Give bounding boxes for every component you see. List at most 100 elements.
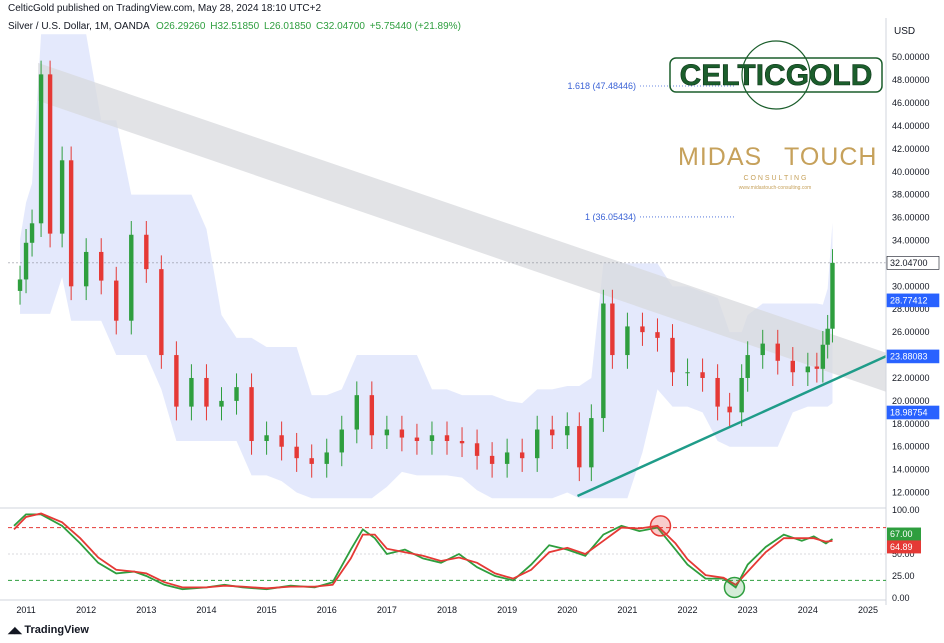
candle-body	[474, 443, 480, 456]
time-tick-label: 2015	[257, 605, 277, 615]
midas-logo-a: MIDAS	[678, 143, 762, 171]
osc-value-marker	[887, 540, 921, 554]
candle-body	[384, 429, 390, 436]
price-marker	[886, 405, 940, 420]
candle-body	[174, 355, 179, 407]
price-tick-label: 48.00000	[892, 75, 930, 85]
candle-body	[601, 303, 606, 419]
candle-body	[189, 377, 194, 407]
tradingview-footer[interactable]: ◢◣ TradingView	[8, 624, 89, 636]
price-tick-label: 20.00000	[892, 396, 930, 406]
candle-body	[309, 458, 314, 464]
candle-body	[820, 344, 826, 369]
candle-body	[429, 435, 435, 441]
price-marker-label: 28.77412	[890, 295, 928, 305]
ohlc-change: +5.75440 (+21.89%)	[369, 21, 461, 32]
candle-body	[23, 242, 29, 280]
fib-label: 1 (36.05434)	[585, 212, 636, 222]
candle-body	[775, 343, 780, 361]
candle-body	[814, 366, 820, 369]
price-tick-label: 26.00000	[892, 327, 930, 337]
candle-body	[99, 251, 104, 281]
candle-body	[17, 279, 23, 291]
time-tick-label: 2019	[497, 605, 517, 615]
time-tick-label: 2024	[798, 605, 818, 615]
time-tick-label: 2018	[437, 605, 457, 615]
candle-body	[144, 234, 149, 270]
ohlc-open: O26.29260	[155, 21, 206, 32]
price-tick-label: 36.00000	[892, 213, 930, 223]
osc-tick-label: 0.00	[892, 593, 910, 603]
candle-body	[159, 269, 164, 356]
fib-label: 1.618 (47.48446)	[567, 81, 636, 91]
candle-body	[760, 343, 765, 356]
candle-body	[565, 426, 570, 436]
price-tick-label: 22.00000	[892, 373, 930, 383]
symbol-label: Silver / U.S. Dollar, 1M, OANDA	[8, 21, 150, 32]
candle-body	[234, 387, 239, 401]
candle-body	[625, 326, 630, 356]
price-tick-label: 34.00000	[892, 235, 930, 245]
price-marker	[886, 293, 940, 308]
candle-body	[204, 377, 209, 407]
time-tick-label: 2021	[617, 605, 637, 615]
candle-body	[279, 435, 284, 447]
price-tick-label: 44.00000	[892, 121, 930, 131]
candle-body	[640, 326, 645, 333]
candle-body	[745, 355, 750, 378]
tradingview-logo-icon: ◢◣	[8, 625, 25, 635]
price-tick-label: 30.00000	[892, 281, 930, 291]
candle-body	[249, 387, 254, 441]
candle-body	[519, 452, 525, 459]
price-tick-label: 28.00000	[892, 304, 930, 314]
candle-body	[264, 435, 269, 441]
price-tick-label: 18.00000	[892, 419, 930, 429]
candle-body	[83, 251, 89, 287]
candle-body	[790, 360, 795, 373]
ohlc-high: H32.51850	[210, 21, 260, 32]
osc-tick-label: 25.00	[892, 571, 915, 581]
currency-label: USD	[894, 26, 916, 37]
candle-body	[550, 429, 555, 436]
candle-body	[219, 400, 224, 407]
candle-body	[577, 426, 582, 468]
candle-body	[715, 377, 720, 407]
celticgold-logo: CELTICGOLD	[680, 59, 873, 92]
time-tick-label: 2023	[738, 605, 758, 615]
candle-body	[324, 452, 329, 464]
time-tick-label: 2013	[136, 605, 156, 615]
time-tick-label: 2011	[16, 605, 35, 615]
price-tick-label: 40.00000	[892, 167, 930, 177]
candle-body	[504, 452, 510, 464]
candle-body	[739, 377, 744, 413]
candle-body	[399, 429, 405, 438]
candle-body	[727, 406, 732, 413]
price-tick-label: 38.00000	[892, 190, 930, 200]
candle-body	[655, 332, 660, 338]
time-tick-label: 2016	[317, 605, 337, 615]
oscillator-line	[13, 513, 833, 591]
candle-body	[459, 440, 465, 444]
time-tick-label: 2022	[678, 605, 698, 615]
osc-value-label: 64.89	[890, 542, 913, 552]
osc-tick-label: 100.00	[892, 505, 920, 515]
price-tick-label: 16.00000	[892, 442, 930, 452]
candle-body	[830, 262, 835, 329]
midas-logo-b: TOUCH	[784, 143, 877, 171]
candle-body	[47, 74, 53, 234]
candle-body	[339, 429, 344, 453]
candle-body	[414, 437, 420, 441]
tradingview-label: TradingView	[24, 624, 89, 636]
published-caption: CelticGold published on TradingView.com,…	[8, 3, 322, 14]
overbought-circle	[649, 515, 672, 537]
candle-body	[129, 234, 134, 321]
candle-body	[444, 435, 450, 441]
time-tick-label: 2025	[858, 605, 878, 615]
candle-body	[670, 337, 675, 373]
oversold-circle	[723, 576, 746, 599]
candle-body	[700, 372, 705, 378]
price-tick-label: 12.00000	[892, 488, 930, 498]
candle-body	[59, 160, 65, 234]
celticgold-logo-frame	[669, 57, 883, 93]
